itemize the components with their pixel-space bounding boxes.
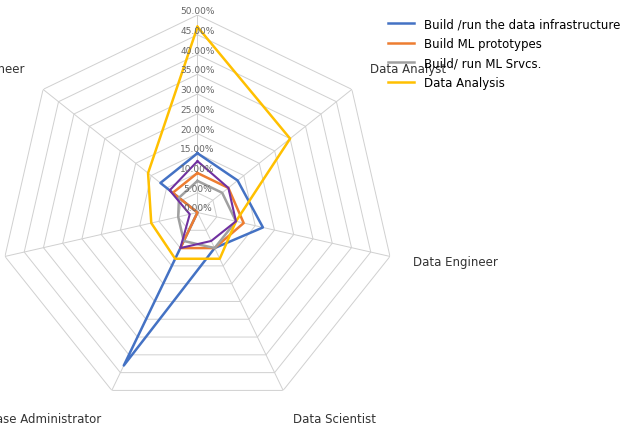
Text: 0.00%: 0.00% [183, 204, 212, 213]
Text: Data Analyst: Data Analyst [370, 63, 447, 75]
Text: 25.00%: 25.00% [180, 106, 215, 115]
Text: Data Scientist: Data Scientist [294, 412, 376, 425]
Text: Database Administrator: Database Administrator [0, 412, 101, 425]
Text: Data Engineer: Data Engineer [413, 256, 498, 268]
Text: 30.00%: 30.00% [180, 86, 215, 95]
Text: 50.00%: 50.00% [180, 7, 215, 16]
Text: Software Engineer: Software Engineer [0, 63, 25, 75]
Legend: Build /run the data infrastructure, Build ML prototypes, Build/ run ML Srvcs., D: Build /run the data infrastructure, Buil… [388, 19, 620, 90]
Text: 10.00%: 10.00% [180, 164, 215, 174]
Text: 20.00%: 20.00% [180, 125, 215, 134]
Text: 45.00%: 45.00% [180, 27, 215, 36]
Text: 40.00%: 40.00% [180, 46, 215, 55]
Text: 5.00%: 5.00% [183, 184, 212, 193]
Text: 35.00%: 35.00% [180, 66, 215, 75]
Text: 15.00%: 15.00% [180, 145, 215, 154]
